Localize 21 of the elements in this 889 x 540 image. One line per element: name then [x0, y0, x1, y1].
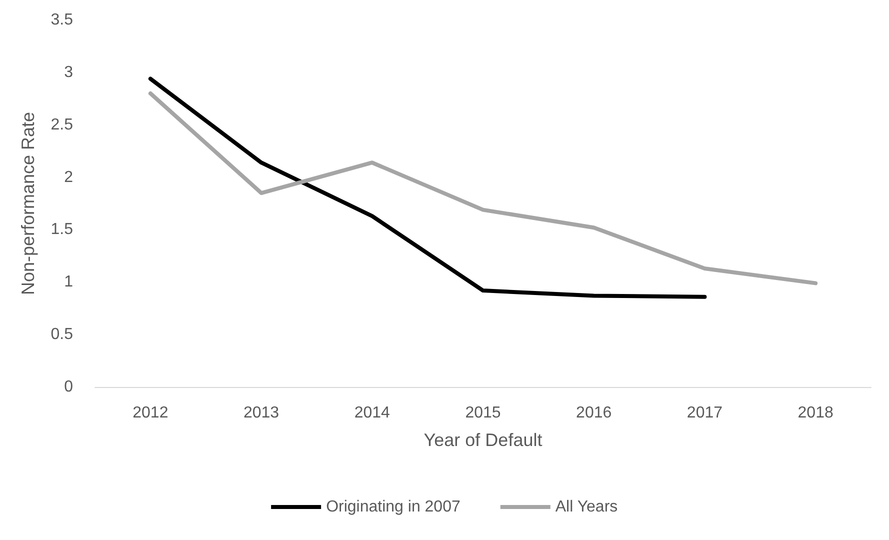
y-tick-label: 1.5	[50, 221, 74, 238]
x-tick-label: 2016	[576, 404, 612, 422]
legend-label: All Years	[555, 498, 618, 516]
x-tick-label: 2017	[686, 404, 723, 422]
y-tick-label: 1	[64, 274, 74, 291]
line-series	[148, 76, 707, 299]
x-tick-label: 2013	[243, 404, 280, 422]
y-tick-label: 0	[64, 378, 74, 396]
y-tick-label: 2.5	[50, 116, 74, 134]
x-tick-label: 2018	[798, 404, 834, 422]
y-tick-label: 2	[64, 168, 74, 186]
x-tick-label: 2012	[132, 404, 168, 422]
x-tick-label: 2014	[354, 404, 390, 422]
y-tick-label: 3	[64, 64, 74, 81]
y-tick-label: 3.5	[50, 12, 74, 28]
line-series	[148, 91, 818, 286]
legend-label: Originating in 2007	[326, 498, 460, 516]
x-tick-label: 2015	[465, 404, 501, 422]
y-tick-label: 0.5	[50, 326, 74, 344]
x-axis-title: Year of Default	[424, 430, 542, 450]
y-axis-title: Non-performance Rate	[18, 112, 38, 296]
